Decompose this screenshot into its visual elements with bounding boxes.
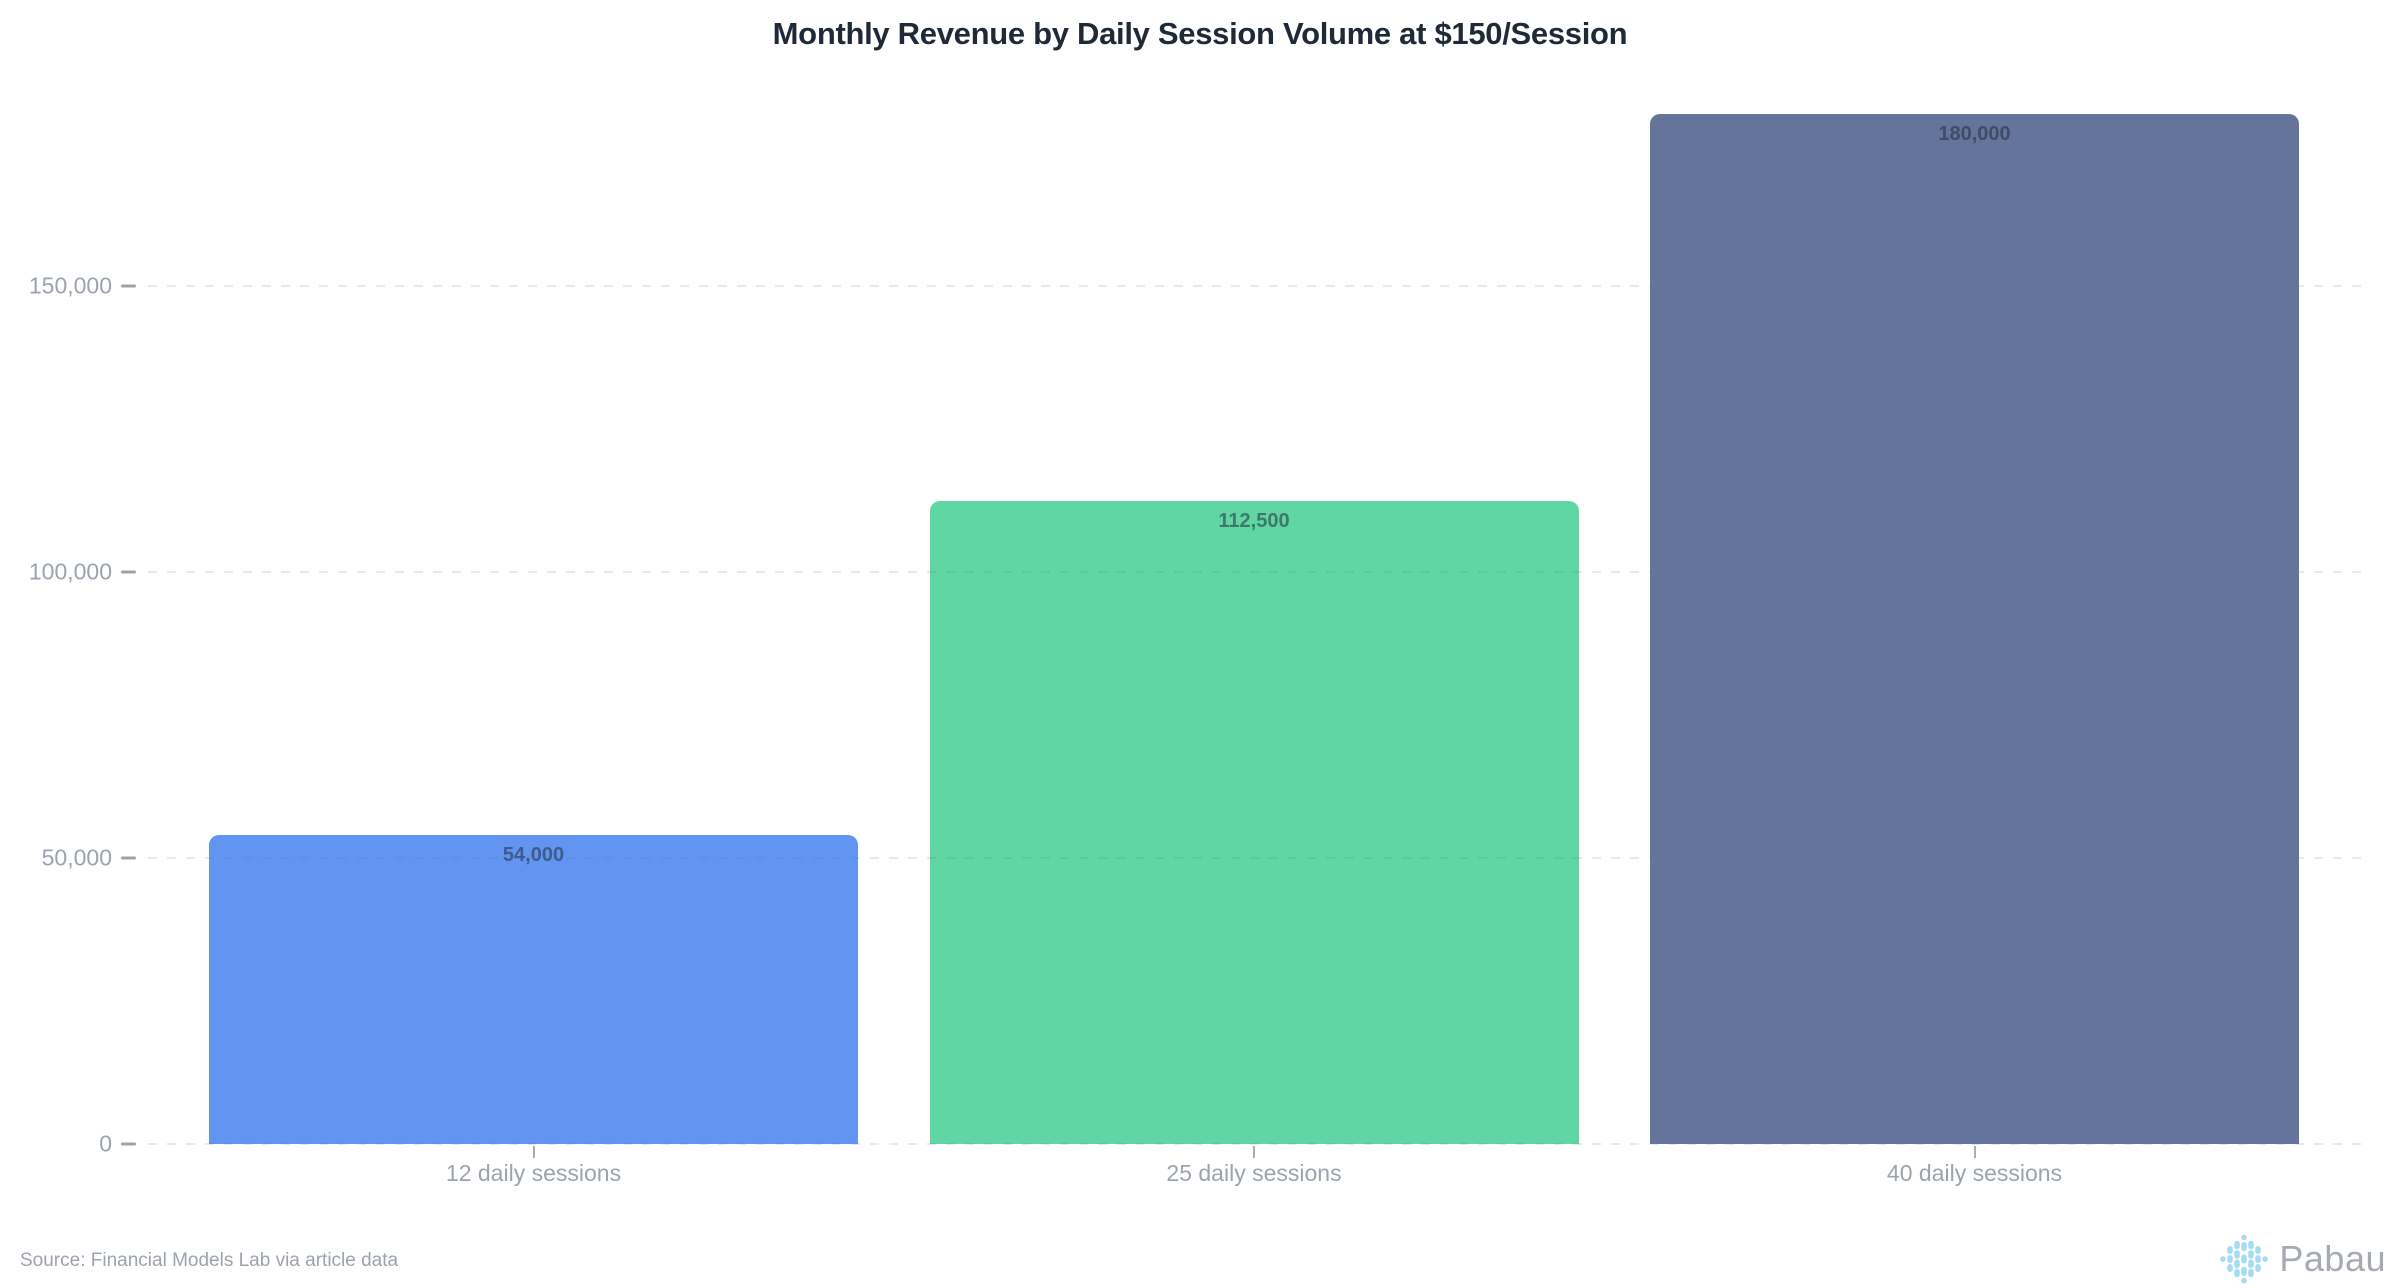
bar-value-label: 180,000 <box>1938 123 2011 146</box>
bar-value-label: 112,500 <box>1218 509 1290 532</box>
y-axis-tick-label: 100,000 <box>28 558 112 585</box>
plot-area: 54,000 12 daily sessions 112,500 25 daily s… <box>148 0 2370 1186</box>
pabau-dots-icon <box>2220 1234 2269 1284</box>
y-axis-tick-label: 50,000 <box>41 844 112 871</box>
gridline <box>148 285 2370 287</box>
x-axis-tick <box>532 1146 535 1158</box>
y-axis-tick <box>121 284 136 288</box>
y-axis-tick-label: 0 <box>99 1130 112 1157</box>
bar-value-label: 54,000 <box>502 844 565 867</box>
x-axis-label: 25 daily sessions <box>1166 1160 1342 1186</box>
y-axis-tick <box>121 570 136 574</box>
chart-title: Monthly Revenue by Daily Session Volume … <box>772 16 1628 51</box>
brand-logo: Pabau <box>2219 1234 2386 1284</box>
y-axis-tick-label: 150,000 <box>28 272 112 299</box>
bar-40-daily-sessions: 180,000 <box>1650 114 2299 1144</box>
bar-25-daily-sessions: 112,500 <box>929 500 1579 1144</box>
gridline <box>148 571 2370 573</box>
x-axis-tick <box>1973 1146 1976 1158</box>
source-note: Source: Financial Models Lab via article… <box>20 1250 399 1271</box>
bar-12-daily-sessions: 54,000 <box>209 835 858 1144</box>
x-axis-label: 12 daily sessions <box>445 1160 622 1186</box>
x-axis-tick <box>1253 1146 1255 1158</box>
y-axis-tick <box>121 1142 136 1146</box>
gridline <box>148 857 2370 859</box>
x-axis-label: 40 daily sessions <box>1886 1160 2063 1186</box>
y-axis-tick <box>121 856 136 860</box>
gridline <box>148 1143 2370 1145</box>
y-axis: 0 50,000 100,000 150,000 <box>0 0 140 1157</box>
brand-name: Pabau <box>2279 1238 2386 1279</box>
